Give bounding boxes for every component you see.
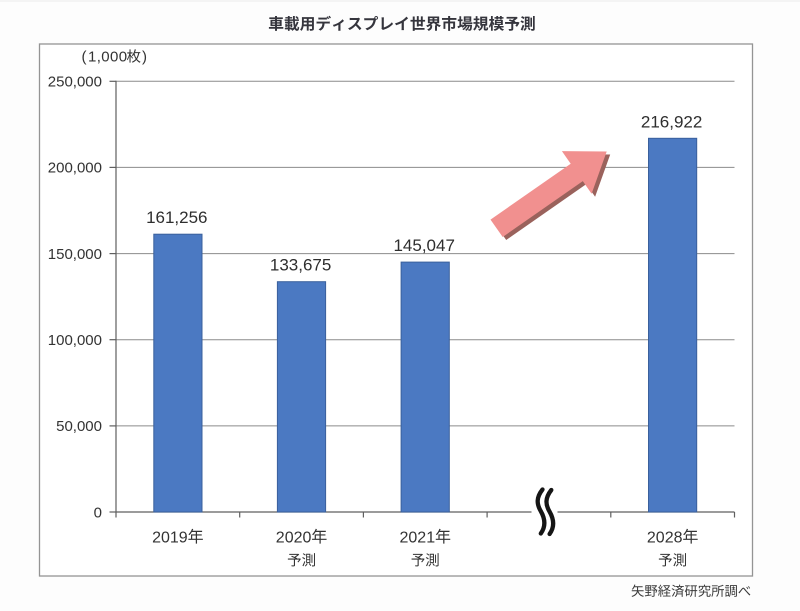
svg-text:(: (: [82, 49, 87, 66]
svg-text:100,000: 100,000: [48, 332, 102, 349]
svg-text:): ): [142, 49, 147, 66]
svg-text:200,000: 200,000: [48, 160, 102, 177]
svg-text:0: 0: [94, 504, 102, 521]
svg-text:1,000: 1,000: [88, 49, 128, 66]
svg-text:161,256: 161,256: [146, 208, 207, 227]
svg-text:145,047: 145,047: [393, 236, 454, 255]
svg-text:50,000: 50,000: [56, 418, 102, 435]
svg-text:2028: 2028: [647, 529, 683, 546]
svg-text:2020: 2020: [276, 529, 312, 546]
svg-text:216,922: 216,922: [641, 112, 702, 131]
svg-text:133,675: 133,675: [270, 256, 331, 275]
svg-text:250,000: 250,000: [48, 74, 102, 91]
svg-text:2021: 2021: [400, 529, 436, 546]
svg-text:2019: 2019: [152, 529, 188, 546]
svg-text:150,000: 150,000: [48, 246, 102, 263]
